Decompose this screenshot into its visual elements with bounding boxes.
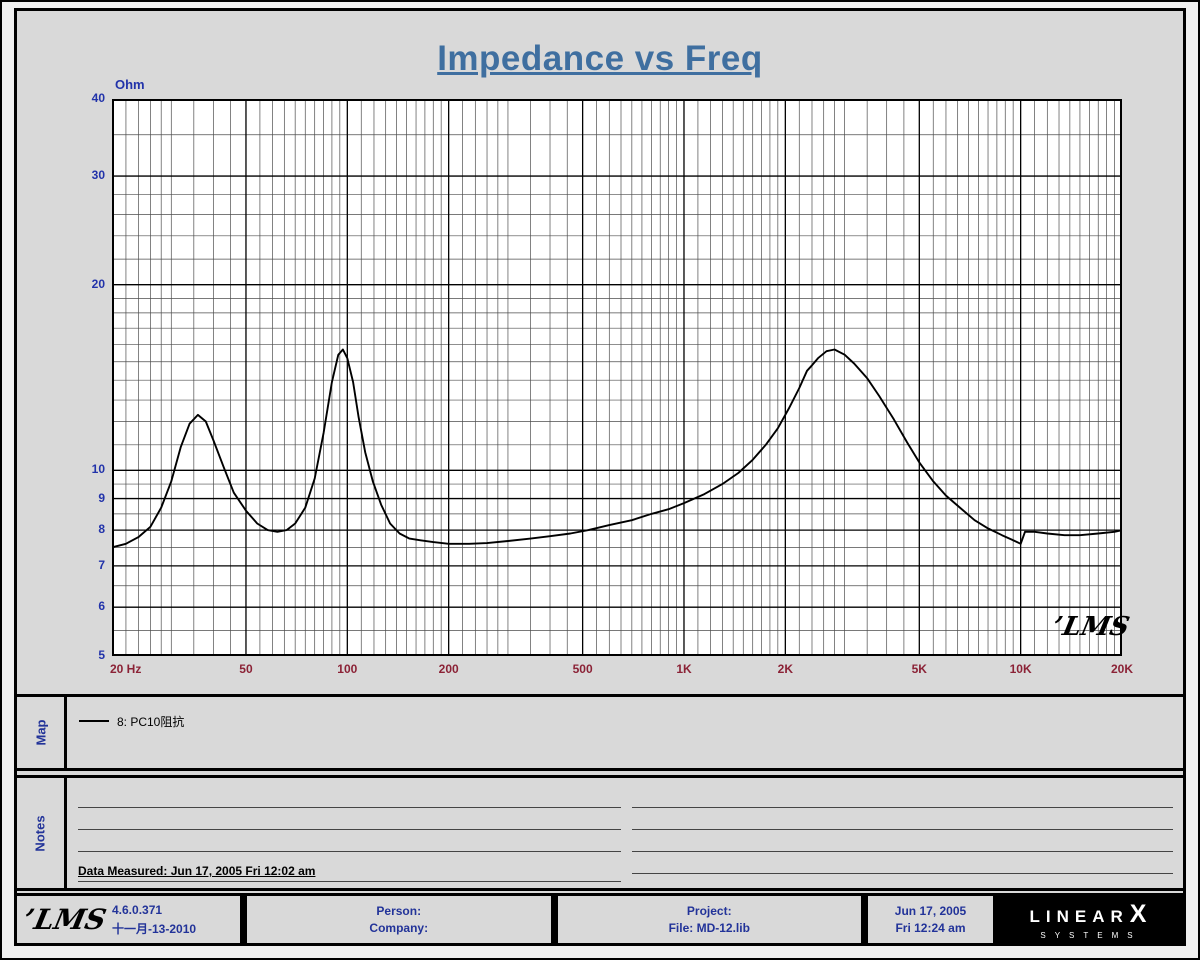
y-tick-label: 40 — [91, 91, 105, 105]
person-label: Person: — [376, 904, 422, 918]
footer-bar: LMS 4.6.0.371 十一月-13-2010 Person: Compan… — [14, 893, 1186, 946]
footer-divider — [550, 896, 558, 943]
y-tick-label: 10 — [91, 462, 105, 477]
x-tick-label: 50 — [239, 662, 253, 676]
footer-person-cell: Person: Company: — [247, 896, 551, 943]
x-tick-label: 20 Hz — [110, 662, 142, 676]
note-ruled-line — [632, 807, 1173, 808]
footer-time: Fri 12:24 am — [895, 921, 966, 935]
lms-logo-text: LMS — [20, 903, 109, 936]
y-tick-label: 20 — [91, 276, 105, 291]
y-axis-unit-label: Ohm — [115, 77, 145, 92]
linearx-x: X — [1129, 899, 1147, 928]
note-ruled-line — [78, 829, 621, 830]
linearx-logo-line1: LINEAR X — [1030, 900, 1147, 929]
linearx-name: LINEAR — [1029, 906, 1129, 926]
footer-version-block: 4.6.0.371 十一月-13-2010 — [112, 896, 240, 943]
version-number: 4.6.0.371 — [112, 902, 163, 917]
x-tick-label: 200 — [438, 662, 459, 676]
x-tick-label: 1K — [676, 662, 692, 676]
x-tick-label: 500 — [572, 662, 593, 676]
footer-date: Jun 17, 2005 — [894, 904, 967, 918]
notes-panel: Notes Data Measured: Jun 17, 2005 Fri 12… — [14, 775, 1186, 891]
linearx-systems-text: SYSTEMS — [1040, 930, 1142, 940]
y-tick-label: 5 — [98, 648, 105, 662]
x-tick-label: 20K — [1110, 662, 1133, 676]
y-tick-label: 9 — [98, 490, 105, 505]
data-measured-text: Data Measured: Jun 17, 2005 Fri 12:02 am — [78, 864, 316, 878]
notes-panel-side-label-cell: Notes — [17, 778, 67, 888]
lms-watermark-logo: LMS — [1050, 612, 1132, 642]
notes-panel-label: Notes — [33, 814, 48, 852]
footer-lms-logo: LMS — [17, 896, 112, 943]
legend-line-swatch — [79, 720, 109, 722]
impedance-frequency-plot — [112, 99, 1122, 656]
note-ruled-line — [632, 829, 1173, 830]
map-panel-label: Map — [33, 719, 48, 746]
x-tick-label: 5K — [911, 662, 927, 676]
map-panel-side-label-cell: Map — [17, 697, 67, 768]
linearx-systems-logo: LINEAR X SYSTEMS — [993, 896, 1183, 943]
footer-datetime-cell: Jun 17, 2005 Fri 12:24 am — [868, 896, 993, 943]
file-label: File: MD-12.lib — [668, 921, 750, 935]
note-ruled-line — [78, 807, 621, 808]
note-ruled-line — [78, 851, 621, 852]
legend-item: 8: PC10阻抗 — [79, 713, 184, 729]
x-tick-label: 2K — [777, 662, 793, 676]
page-title: Impedance vs Freq — [437, 39, 763, 78]
version-date: 十一月-13-2010 — [112, 921, 197, 936]
y-tick-label: 6 — [98, 599, 105, 614]
x-tick-label: 100 — [337, 662, 358, 676]
note-ruled-line — [632, 873, 1173, 874]
x-tick-label: 10K — [1009, 662, 1032, 676]
footer-divider — [240, 896, 247, 943]
project-label: Project: — [686, 904, 732, 918]
note-ruled-line — [632, 851, 1173, 852]
y-tick-label: 8 — [98, 522, 105, 537]
footer-project-cell: Project: File: MD-12.lib — [558, 896, 862, 943]
footer-divider — [861, 896, 868, 943]
legend-item-label: 8: PC10阻抗 — [117, 714, 185, 729]
y-tick-label: 7 — [98, 557, 105, 572]
y-tick-label: 30 — [91, 168, 105, 183]
company-label: Company: — [369, 921, 429, 935]
map-panel: Map 8: PC10阻抗 — [14, 694, 1186, 771]
note-ruled-line — [78, 881, 621, 882]
